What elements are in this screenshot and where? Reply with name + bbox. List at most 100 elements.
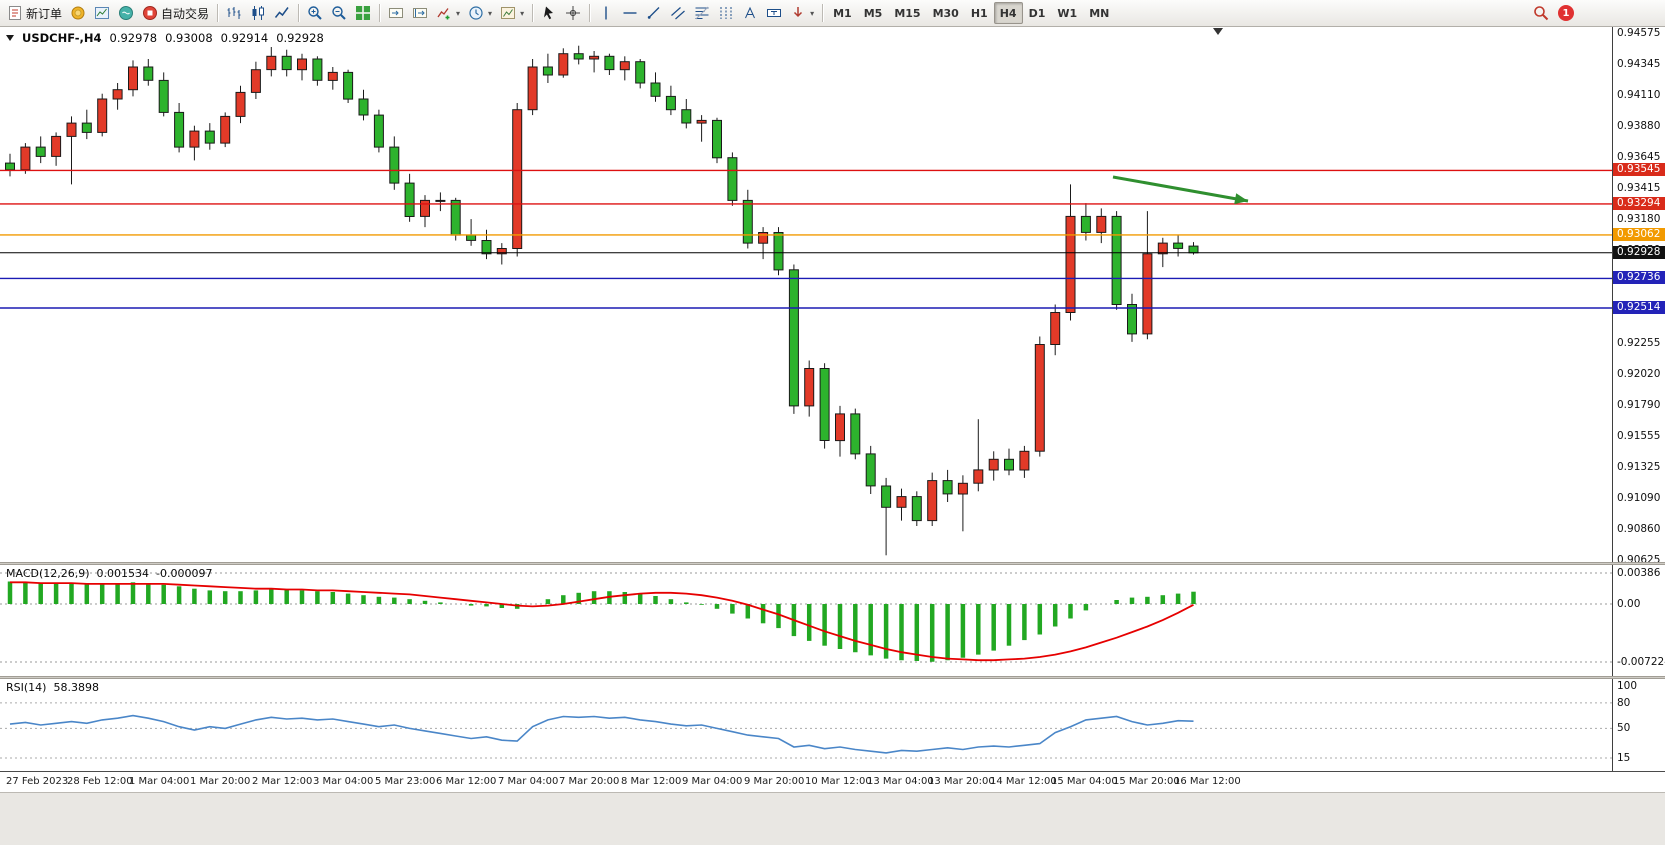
price-axis[interactable]: 0.94575 0.94345 0.94110 0.93880 0.93645 0.934… <box>1612 27 1665 566</box>
dropdown-caret-icon: ▾ <box>810 8 815 18</box>
candlesticks <box>5 45 1199 556</box>
candle <box>220 115 231 144</box>
panel-splitter-2[interactable] <box>0 676 1665 679</box>
templates-button[interactable]: ▾ <box>496 2 528 24</box>
chart-title: USDCHF-,H4 0.92978 0.93008 0.92914 0.929… <box>6 31 324 45</box>
zoom-in-button[interactable] <box>303 2 327 24</box>
candle <box>1050 312 1061 345</box>
chart-collapse-icon[interactable] <box>6 35 14 41</box>
line-chart-mode-button[interactable] <box>270 2 294 24</box>
candle <box>327 71 338 81</box>
periods-button[interactable]: ▾ <box>464 2 496 24</box>
new-order-button[interactable]: 新订单 <box>3 2 66 24</box>
candle <box>665 95 676 111</box>
vertical-line-button[interactable] <box>594 2 618 24</box>
trend-arrow-head <box>1234 193 1248 205</box>
chart-shift-button[interactable] <box>408 2 432 24</box>
candle <box>865 453 876 487</box>
candle <box>542 66 553 76</box>
macd-axis[interactable]: 0.00386 0.00 -0.007224 <box>1612 565 1665 676</box>
auto-scroll-icon <box>388 5 404 21</box>
toolbar-separator <box>822 4 824 22</box>
candle <box>619 61 630 71</box>
rsi-panel[interactable]: RSI(14) 58.3898 <box>0 679 1612 771</box>
price-tick: 0.94575 <box>1617 27 1661 39</box>
charts-window-button[interactable] <box>90 2 114 24</box>
tile-windows-button[interactable] <box>351 2 375 24</box>
timeframe-m1-button[interactable]: M1 <box>827 2 858 24</box>
rsi-axis[interactable]: 100 80 50 15 <box>1612 679 1665 771</box>
auto-scroll-button[interactable] <box>384 2 408 24</box>
macd-panel[interactable]: MACD(12,26,9) 0.001534 -0.000097 <box>0 565 1612 676</box>
fibonacci-button[interactable] <box>690 2 714 24</box>
price-tick: 0.91555 <box>1617 430 1661 442</box>
horizontal-line-button[interactable] <box>618 2 642 24</box>
timeframe-m30-button[interactable]: M30 <box>927 2 965 24</box>
time-label: 27 Feb 2023 <box>6 776 69 787</box>
trendline-icon <box>646 5 662 21</box>
candlestick-mode-button[interactable] <box>246 2 270 24</box>
candle <box>696 119 707 124</box>
price-tick: 0.90860 <box>1617 523 1661 535</box>
timeframe-d1-button[interactable]: D1 <box>1023 2 1052 24</box>
auto-trading-button[interactable]: 自动交易 <box>138 2 213 24</box>
search-button[interactable] <box>1529 2 1553 24</box>
cursor-button[interactable] <box>537 2 561 24</box>
chart-symbol-period: USDCHF-,H4 <box>22 31 102 45</box>
arrow-objects-icon <box>790 5 806 21</box>
crosshair-button[interactable] <box>561 2 585 24</box>
text-button[interactable] <box>738 2 762 24</box>
timeframe-w1-button[interactable]: W1 <box>1051 2 1083 24</box>
timeframe-m15-button[interactable]: M15 <box>888 2 926 24</box>
timeframe-m5-button[interactable]: M5 <box>858 2 889 24</box>
rsi-tick: 100 <box>1617 680 1638 692</box>
dropdown-caret-icon: ▾ <box>488 8 493 18</box>
macd-label: MACD(12,26,9) 0.001534 -0.000097 <box>6 567 213 580</box>
indicators-button[interactable]: ▾ <box>432 2 464 24</box>
crosshair-icon <box>565 5 581 21</box>
rsi-tick: 15 <box>1617 752 1631 764</box>
main-chart-panel[interactable]: USDCHF-,H4 0.92978 0.93008 0.92914 0.929… <box>0 27 1612 562</box>
candle <box>450 199 461 236</box>
price-tick: 0.94345 <box>1617 58 1661 70</box>
cycle-lines-button[interactable] <box>714 2 738 24</box>
trendline-button[interactable] <box>642 2 666 24</box>
candle <box>1034 344 1045 452</box>
trend-arrow <box>1112 175 1249 203</box>
market-button[interactable] <box>66 2 90 24</box>
candle <box>527 66 538 111</box>
candle <box>435 199 446 202</box>
bottom-strip <box>0 792 1665 845</box>
equidistant-channel-button[interactable] <box>666 2 690 24</box>
timeframe-h4-button[interactable]: H4 <box>993 2 1023 24</box>
bar-chart-mode-button[interactable] <box>222 2 246 24</box>
rsi-line <box>9 714 1194 754</box>
price-tick: 0.94110 <box>1617 89 1661 101</box>
price-tick: 0.91325 <box>1617 461 1661 473</box>
candle <box>81 122 92 133</box>
time-label: 9 Mar 20:00 <box>744 776 805 787</box>
panel-splitter[interactable] <box>0 562 1665 565</box>
time-label: 6 Mar 12:00 <box>436 776 497 787</box>
text-label-button[interactable] <box>762 2 786 24</box>
timeframe-h1-button[interactable]: H1 <box>965 2 994 24</box>
candle <box>773 232 784 271</box>
rsi-name: RSI(14) <box>6 681 47 694</box>
shift-marker-icon <box>1213 28 1223 35</box>
candle <box>389 146 400 184</box>
toolbar-separator <box>532 4 534 22</box>
candle <box>1173 242 1184 249</box>
rsi-value: 58.3898 <box>53 681 99 694</box>
timeframe-mn-button[interactable]: MN <box>1083 2 1115 24</box>
candle <box>20 146 31 171</box>
community-button[interactable] <box>114 2 138 24</box>
arrow-objects-button[interactable]: ▾ <box>786 2 818 24</box>
line-chart-icon <box>274 5 290 21</box>
zoom-in-icon <box>307 5 323 21</box>
notification-badge[interactable]: 1 <box>1558 5 1574 21</box>
zoom-out-button[interactable] <box>327 2 351 24</box>
candle <box>758 232 769 244</box>
time-axis[interactable]: 27 Feb 2023 28 Feb 12:00 1 Mar 04:00 1 Mar … <box>0 771 1665 793</box>
time-label: 16 Mar 12:00 <box>1174 776 1241 787</box>
